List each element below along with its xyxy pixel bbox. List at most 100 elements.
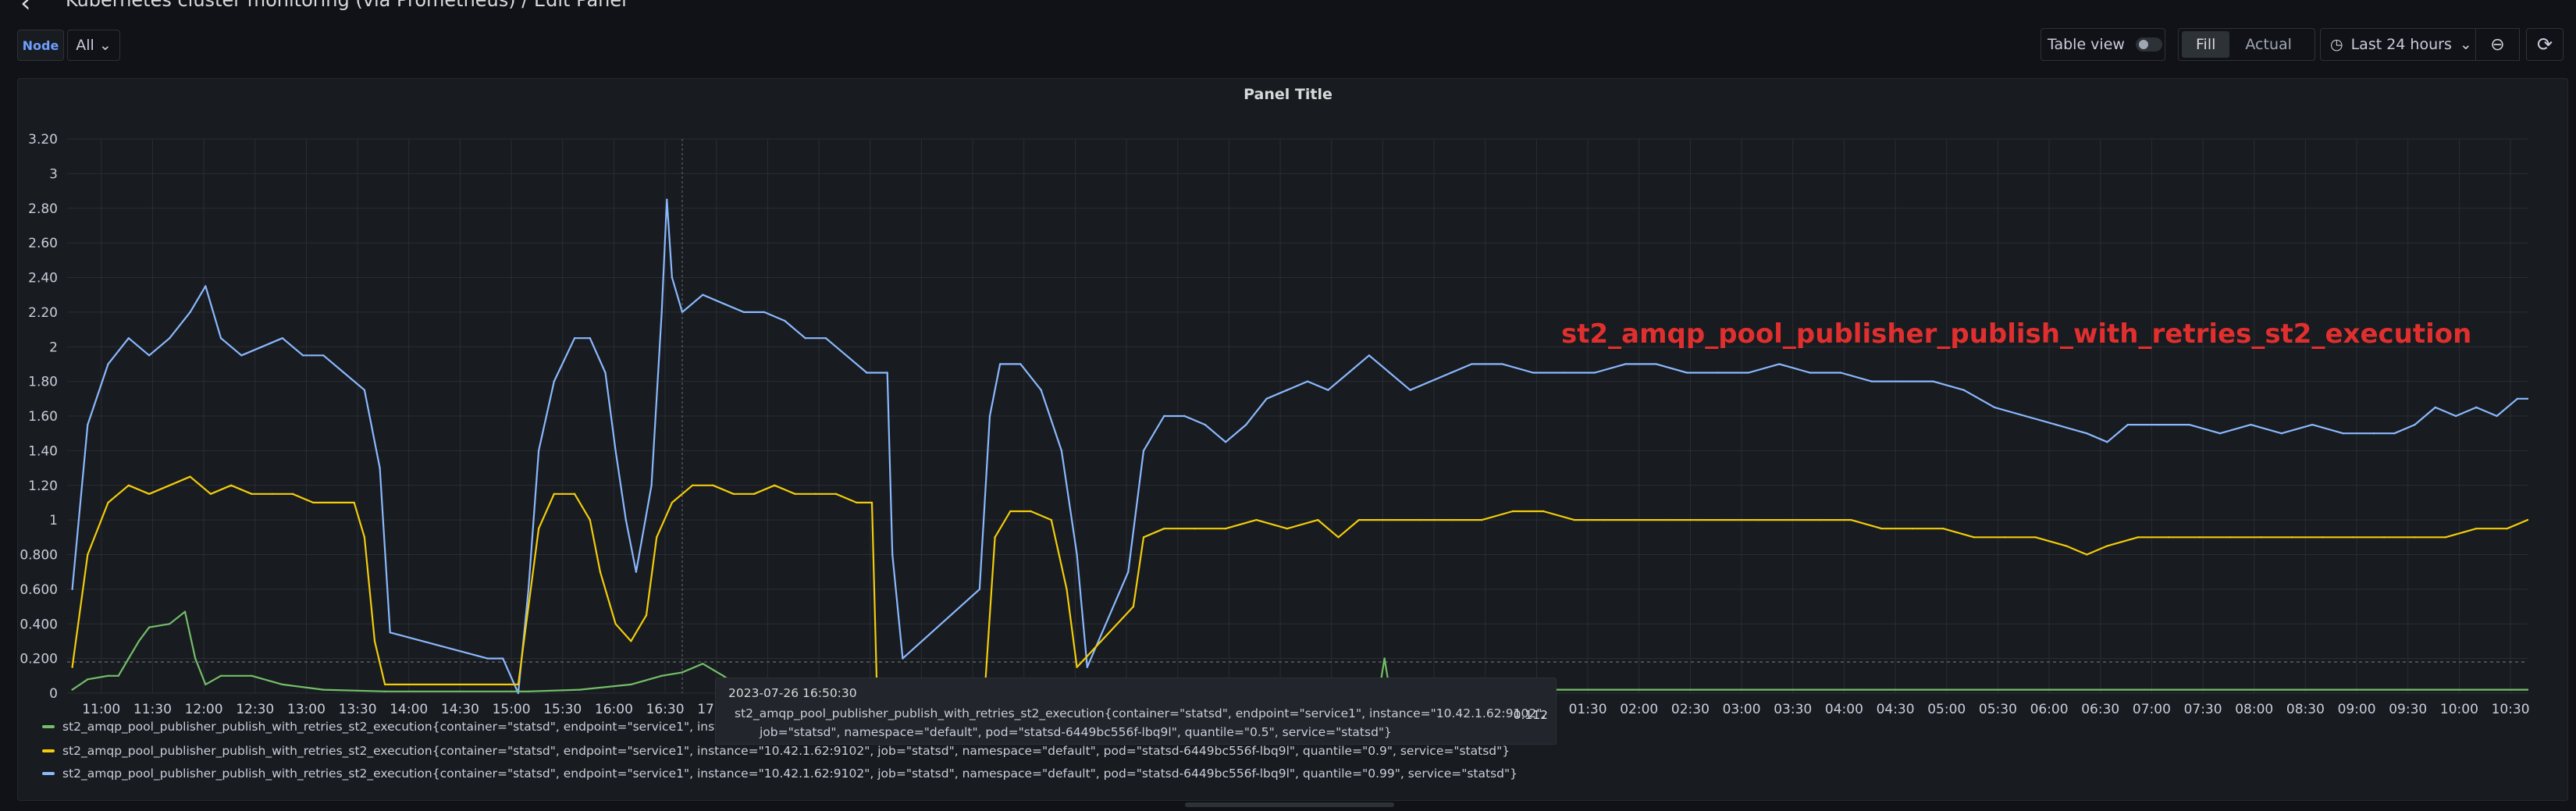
- data-point: [240, 354, 243, 357]
- data-point: [537, 450, 540, 452]
- y-tick-label: 3.20: [28, 132, 58, 148]
- data-point: [1429, 380, 1432, 382]
- data-point: [1450, 372, 1453, 374]
- tooltip-value: 0.112: [1513, 708, 1548, 722]
- data-point: [1076, 553, 1078, 556]
- data-point: [137, 640, 141, 642]
- data-point: [804, 337, 806, 340]
- x-tick-label: 07:00: [2133, 702, 2171, 717]
- refresh-button[interactable]: ⟳: [2526, 28, 2564, 61]
- data-point: [614, 623, 617, 625]
- x-tick-label: 03:30: [1774, 702, 1812, 717]
- y-tick-label: 0: [49, 686, 58, 702]
- data-point: [645, 614, 648, 617]
- data-point: [1696, 518, 1699, 521]
- data-point: [1727, 518, 1729, 521]
- data-point: [1060, 450, 1063, 452]
- legend-item[interactable]: st2_amqp_pool_publisher_publish_with_ret…: [42, 767, 1517, 781]
- time-range-picker[interactable]: ◷ Last 24 hours ⌄: [2320, 28, 2476, 61]
- data-point: [553, 493, 555, 495]
- data-point: [291, 493, 294, 495]
- node-variable-select[interactable]: All ⌄: [67, 30, 120, 61]
- data-point: [1532, 372, 1535, 374]
- data-point: [604, 372, 607, 374]
- data-point: [1624, 363, 1627, 365]
- data-point: [1224, 528, 1227, 530]
- data-point: [389, 631, 391, 634]
- data-point: [1327, 389, 1329, 391]
- data-point: [189, 311, 191, 314]
- table-view-toggle[interactable]: Table view: [2041, 28, 2165, 61]
- data-point: [1076, 666, 1078, 668]
- data-point: [343, 372, 345, 374]
- fill-button[interactable]: Fill: [2182, 31, 2230, 58]
- data-point: [229, 484, 233, 486]
- data-point: [2414, 423, 2416, 426]
- data-point: [107, 501, 109, 504]
- data-point: [1932, 380, 1934, 382]
- data-point: [2526, 518, 2529, 521]
- data-point: [1593, 372, 1596, 374]
- data-point: [2475, 406, 2478, 409]
- data-point: [2342, 432, 2344, 435]
- data-point: [1993, 406, 1996, 409]
- x-tick-label: 14:30: [441, 702, 479, 717]
- data-point: [148, 493, 151, 495]
- data-point: [722, 674, 724, 677]
- data-point: [1511, 510, 1514, 513]
- data-point: [2055, 423, 2058, 426]
- data-point: [2496, 414, 2498, 418]
- data-point: [1655, 363, 1657, 365]
- data-point: [2290, 536, 2293, 539]
- data-point: [209, 493, 212, 495]
- data-point: [2516, 397, 2519, 400]
- x-tick-label: 04:00: [1825, 702, 1863, 717]
- horizontal-scrollbar[interactable]: [1185, 802, 1394, 807]
- data-point: [271, 493, 273, 495]
- data-point: [702, 663, 704, 665]
- legend-label: st2_amqp_pool_publisher_publish_with_ret…: [62, 744, 1510, 758]
- x-tick-label: 05:00: [1927, 702, 1966, 717]
- x-tick-label: 13:30: [339, 702, 377, 717]
- data-point: [205, 285, 207, 287]
- data-point: [1286, 528, 1289, 530]
- data-point: [301, 354, 304, 357]
- data-point: [794, 493, 796, 495]
- toggle-switch[interactable]: [2135, 37, 2162, 52]
- back-arrow-icon[interactable]: ‹: [20, 0, 31, 19]
- data-point: [2229, 536, 2232, 539]
- data-point: [1030, 510, 1032, 513]
- data-point: [169, 337, 171, 340]
- data-point: [2526, 397, 2529, 400]
- zoom-out-button[interactable]: ⊖: [2476, 28, 2520, 61]
- data-point: [866, 372, 868, 374]
- data-point: [2137, 536, 2140, 539]
- data-point: [189, 475, 191, 478]
- actual-button[interactable]: Actual: [2245, 36, 2292, 53]
- data-point: [1901, 380, 1904, 382]
- page-title: Kubernetes cluster monitoring (via Prome…: [66, 0, 627, 11]
- data-point: [1224, 441, 1227, 443]
- data-point: [2352, 536, 2354, 539]
- data-point: [2106, 441, 2108, 443]
- data-point: [2086, 432, 2088, 435]
- data-point: [1747, 372, 1750, 374]
- data-point: [219, 674, 222, 677]
- legend-item[interactable]: st2_amqp_pool_publisher_publish_with_ret…: [42, 744, 1510, 758]
- data-point: [363, 536, 366, 539]
- legend-swatch: [42, 725, 55, 728]
- data-point: [1973, 536, 1975, 539]
- data-point: [1778, 363, 1781, 365]
- data-point: [2065, 545, 2068, 547]
- data-point: [834, 493, 838, 495]
- x-tick-label: 11:30: [133, 702, 172, 717]
- y-tick-label: 1.80: [28, 375, 58, 390]
- data-point: [1850, 518, 1852, 521]
- data-point: [363, 389, 366, 391]
- data-point: [660, 674, 663, 677]
- node-variable-value: All: [76, 37, 94, 54]
- data-point: [998, 363, 1002, 365]
- data-point: [660, 311, 663, 314]
- data-point: [1809, 372, 1811, 374]
